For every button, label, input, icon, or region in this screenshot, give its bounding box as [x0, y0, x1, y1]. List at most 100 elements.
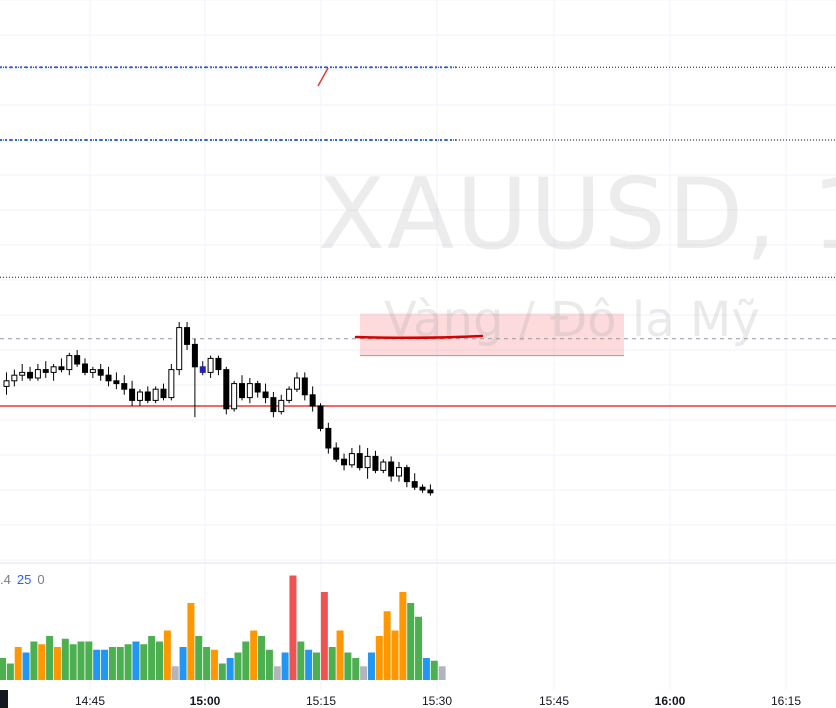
volume-bar: [367, 652, 375, 680]
candle-body: [144, 391, 151, 401]
candle: [293, 372, 300, 392]
candle: [270, 392, 277, 418]
candle: [176, 322, 183, 376]
candle-body: [215, 357, 222, 371]
volume-bar: [163, 630, 171, 680]
candle-body: [380, 461, 387, 471]
watermark-symbol: XAUUSD, 1: [318, 158, 836, 272]
candle-body: [160, 388, 167, 399]
candle-body: [121, 383, 128, 390]
volume-bar: [61, 638, 69, 680]
candle-body: [325, 427, 332, 449]
candle-body: [223, 369, 230, 410]
volume-bar: [53, 647, 61, 680]
candle: [215, 355, 222, 376]
candle: [27, 366, 34, 381]
candle-body: [113, 380, 120, 385]
candle-body: [348, 453, 355, 466]
volume-bar: [132, 641, 140, 680]
candle: [136, 389, 143, 406]
candle-body: [105, 374, 112, 382]
level-lines[interactable]: [0, 66, 836, 407]
candle-body: [184, 327, 191, 345]
candle-body: [333, 447, 340, 460]
volume-bar: [438, 666, 446, 680]
volume-bar: [0, 658, 6, 680]
volume-bar: [30, 641, 38, 680]
volume-legend-length: 25: [16, 572, 32, 587]
trend-line: [317, 67, 329, 87]
volume-bar: [242, 641, 250, 680]
zones: [360, 313, 624, 357]
time-axis[interactable]: 14:45 15:00 15:15 15:30 15:45 16:00 16:1…: [0, 690, 836, 708]
candle-body: [3, 380, 10, 387]
volume-bar: [14, 647, 22, 680]
candle: [42, 361, 49, 378]
candle-body: [207, 357, 214, 373]
candle: [113, 372, 120, 390]
candle-body: [42, 369, 49, 373]
candle: [66, 352, 73, 376]
candle-body: [66, 355, 73, 371]
candle-body: [231, 383, 238, 410]
candle: [396, 462, 402, 482]
candle: [231, 380, 238, 412]
volume-bar: [116, 647, 124, 680]
volume-bar: [265, 649, 273, 680]
candle-body: [11, 374, 18, 382]
volume-bar: [203, 647, 211, 680]
volume-bar: [85, 641, 93, 680]
candle: [301, 372, 308, 401]
candle: [309, 386, 316, 412]
volume-bar: [375, 636, 383, 680]
candle: [97, 364, 104, 381]
candle-body: [168, 369, 175, 399]
candle: [325, 422, 332, 454]
candle-body: [89, 369, 96, 373]
candle: [129, 380, 136, 406]
stop-loss-zone: [360, 313, 624, 356]
candle: [144, 386, 151, 404]
candle-body: [34, 369, 41, 379]
candle: [348, 448, 355, 468]
candle: [419, 484, 426, 493]
volume-bar: [6, 663, 14, 680]
candle: [411, 473, 418, 490]
candle: [121, 375, 128, 395]
time-tick: 15:00: [189, 694, 221, 708]
grid-lines: [0, 0, 836, 690]
candle: [34, 364, 41, 381]
candle: [317, 403, 324, 432]
candle-body: [97, 369, 104, 376]
candle: [191, 338, 198, 418]
candle: [333, 442, 340, 462]
time-axis-marker: [0, 690, 8, 708]
hand-drawn-line: [354, 334, 484, 340]
volume-bar: [250, 630, 258, 680]
candles: [3, 322, 434, 496]
candle: [89, 366, 96, 378]
candle: [262, 383, 269, 404]
volume-bar: [77, 641, 85, 680]
candle-body: [58, 366, 65, 371]
volume-bar: [313, 652, 320, 680]
volume-bar: [391, 630, 399, 680]
volume-bar: [297, 641, 305, 680]
volume-legend-prefix: .4: [0, 572, 11, 587]
candle-body: [50, 366, 57, 373]
volume-bar: [383, 611, 391, 680]
time-tick: 15:30: [421, 694, 453, 708]
candle: [160, 383, 167, 401]
candle: [427, 484, 434, 496]
volume-bar: [124, 644, 132, 680]
candle-body: [82, 363, 88, 373]
watermark-description: Vàng / Đô la Mỹ: [384, 292, 760, 348]
candle-body: [27, 371, 34, 379]
candle-body: [176, 327, 183, 371]
candle-body: [270, 397, 277, 413]
volume-bar: [108, 647, 116, 680]
time-tick: 14:45: [74, 694, 106, 708]
volume-bar: [101, 649, 109, 680]
